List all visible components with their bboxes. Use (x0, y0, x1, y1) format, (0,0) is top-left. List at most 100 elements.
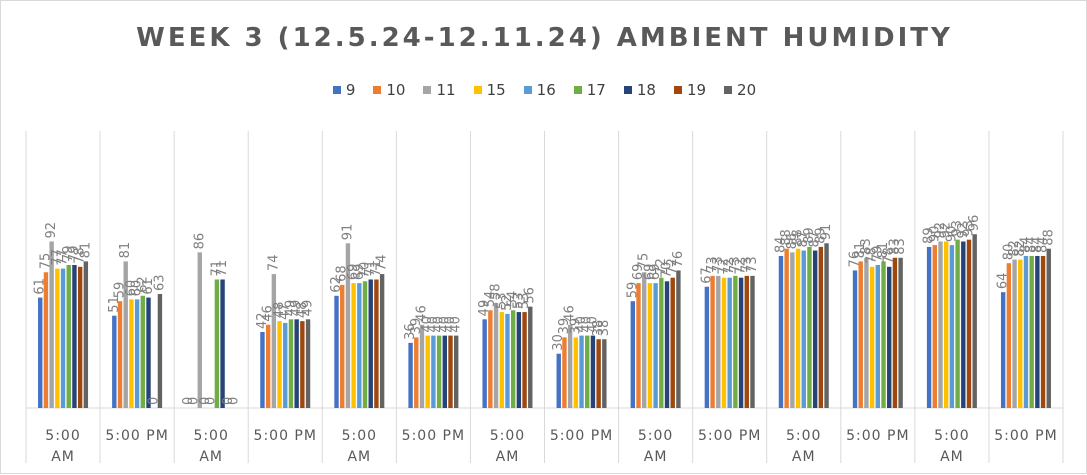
bar-9-12 (926, 246, 932, 408)
bar-9-4 (334, 295, 339, 408)
x-tick-label: 5:00 (786, 428, 821, 444)
data-label: 96 (967, 215, 982, 232)
bar-10-9 (710, 275, 715, 408)
bar-10-11 (858, 261, 863, 408)
bar-11-10 (790, 252, 795, 408)
data-label: 60 (130, 280, 145, 297)
data-label: 36 (403, 323, 418, 340)
legend-label: 17 (586, 81, 606, 99)
data-label: 58 (489, 283, 504, 300)
legend-swatch (332, 86, 341, 94)
x-tick-label: 5:00 PM (994, 428, 1057, 444)
bar-18-0 (72, 265, 77, 408)
bar-19-0 (77, 266, 83, 408)
bar-19-10 (818, 246, 824, 408)
legend-entry-16: 16 (523, 81, 556, 99)
bar-11-3 (271, 274, 277, 408)
data-label: 40 (420, 316, 435, 333)
data-label: 84 (1030, 236, 1045, 253)
legend-label: 10 (386, 81, 406, 99)
bar-15-0 (55, 268, 60, 408)
bar-20-4 (379, 274, 385, 408)
bar-10-10 (784, 248, 789, 408)
x-tick-label: 5:00 (193, 428, 228, 444)
bar-17-4 (362, 281, 368, 408)
bar-17-3 (288, 319, 294, 408)
data-label: 47 (278, 303, 293, 320)
bar-19-12 (966, 239, 972, 408)
legend-entry-9: 9 (332, 81, 355, 99)
bar-11-0 (49, 241, 54, 408)
bar-10-3 (265, 324, 271, 408)
legend-swatch (373, 86, 382, 94)
data-label: 0 (187, 397, 202, 405)
bar-20-3 (305, 319, 311, 408)
data-label: 49 (283, 300, 298, 317)
bar-11-6 (493, 303, 499, 408)
bar-20-0 (83, 261, 89, 408)
x-tick-label-line2: AM (644, 449, 668, 465)
data-label: 88 (791, 229, 806, 246)
legend-label: 11 (436, 81, 456, 99)
data-label: 69 (648, 264, 663, 281)
bar-18-2 (220, 279, 225, 408)
bar-20-6 (528, 306, 533, 408)
bar-16-8 (653, 283, 658, 408)
data-label: 40 (585, 316, 600, 333)
x-tick-label: 5:00 (490, 428, 525, 444)
data-label: 0 (221, 397, 236, 405)
bar-16-12 (949, 245, 955, 408)
data-label: 62 (135, 276, 150, 293)
bar-19-3 (300, 321, 305, 408)
legend-entry-17: 17 (573, 81, 606, 99)
data-label: 89 (802, 227, 817, 244)
data-label: 81 (876, 242, 891, 259)
x-tick-label: 5:00 PM (254, 428, 317, 444)
x-tick-label-line2: AM (792, 449, 816, 465)
data-label: 40 (574, 316, 589, 333)
bar-16-5 (431, 335, 436, 408)
legend-entry-20: 20 (724, 81, 756, 99)
data-label: 82 (1013, 240, 1028, 257)
data-label: 72 (722, 258, 737, 275)
data-label: 93 (961, 220, 976, 237)
data-label: 83 (893, 238, 908, 255)
bar-9-9 (704, 286, 710, 408)
data-label: 70 (660, 262, 675, 279)
bar-9-10 (778, 255, 784, 408)
bar-18-10 (812, 250, 818, 408)
bar-17-13 (1029, 255, 1034, 408)
data-label: 71 (209, 260, 224, 277)
bar-16-7 (579, 335, 584, 408)
bar-11-12 (938, 241, 943, 408)
legend-label: 16 (536, 81, 556, 99)
legend-swatch (623, 86, 632, 94)
data-label: 0 (226, 397, 241, 405)
bar-10-7 (562, 337, 567, 408)
bar-18-4 (368, 279, 373, 408)
legend-swatch (573, 86, 582, 94)
data-label: 86 (785, 233, 800, 250)
data-label: 73 (739, 256, 754, 273)
bar-16-13 (1023, 255, 1029, 408)
bar-9-8 (630, 301, 636, 408)
bar-17-1 (140, 295, 146, 408)
bar-17-7 (585, 335, 590, 408)
data-label: 72 (716, 258, 731, 275)
data-label: 49 (289, 300, 304, 317)
legend-swatch (423, 86, 432, 94)
bar-20-8 (676, 270, 681, 408)
bar-17-2 (214, 279, 220, 408)
data-label: 90 (944, 226, 959, 243)
bar-18-13 (1035, 255, 1040, 408)
bar-18-11 (887, 266, 892, 408)
data-label: 77 (50, 249, 65, 266)
legend-label: 15 (486, 81, 506, 99)
data-label: 40 (443, 316, 458, 333)
bar-18-9 (738, 277, 744, 408)
bar-18-8 (664, 281, 670, 408)
data-label: 92 (939, 222, 954, 239)
bar-11-2 (197, 252, 202, 408)
legend-entry-10: 10 (373, 81, 405, 99)
x-tick-label-line2: AM (940, 449, 964, 465)
